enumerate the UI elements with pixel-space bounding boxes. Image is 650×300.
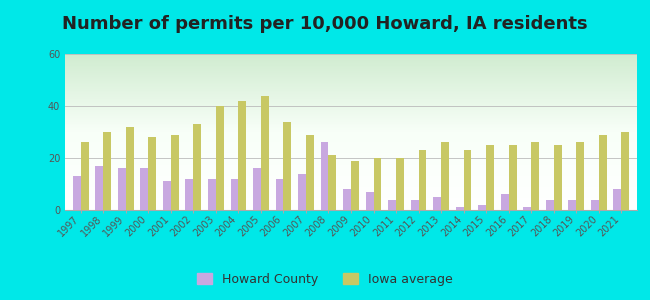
Bar xyxy=(441,142,449,210)
Bar xyxy=(328,155,336,210)
Bar xyxy=(343,189,351,210)
Bar xyxy=(433,197,441,210)
Bar xyxy=(419,150,426,210)
Bar xyxy=(599,135,606,210)
Bar xyxy=(261,96,269,210)
Bar xyxy=(239,101,246,210)
Bar xyxy=(591,200,599,210)
Legend: Howard County, Iowa average: Howard County, Iowa average xyxy=(192,268,458,291)
Bar xyxy=(478,205,486,210)
Bar xyxy=(163,182,171,210)
Bar xyxy=(523,207,531,210)
Bar xyxy=(500,194,509,210)
Bar xyxy=(388,200,396,210)
Bar xyxy=(351,160,359,210)
Bar xyxy=(463,150,471,210)
Bar xyxy=(231,179,239,210)
Bar xyxy=(614,189,621,210)
Bar xyxy=(140,168,148,210)
Bar xyxy=(171,135,179,210)
Bar xyxy=(411,200,419,210)
Text: Number of permits per 10,000 Howard, IA residents: Number of permits per 10,000 Howard, IA … xyxy=(62,15,588,33)
Bar xyxy=(216,106,224,210)
Bar xyxy=(208,179,216,210)
Bar xyxy=(298,174,306,210)
Bar xyxy=(531,142,539,210)
Bar xyxy=(73,176,81,210)
Bar xyxy=(185,179,193,210)
Bar xyxy=(374,158,382,210)
Bar xyxy=(148,137,156,210)
Bar xyxy=(486,145,494,210)
Bar xyxy=(576,142,584,210)
Bar xyxy=(396,158,404,210)
Bar xyxy=(276,179,283,210)
Bar xyxy=(253,168,261,210)
Bar xyxy=(546,200,554,210)
Bar xyxy=(554,145,562,210)
Bar xyxy=(96,166,103,210)
Bar xyxy=(568,200,576,210)
Bar xyxy=(509,145,517,210)
Bar xyxy=(366,192,374,210)
Bar xyxy=(126,127,134,210)
Bar xyxy=(118,168,126,210)
Bar xyxy=(103,132,111,210)
Bar xyxy=(283,122,291,210)
Bar xyxy=(320,142,328,210)
Bar xyxy=(193,124,202,210)
Bar xyxy=(456,207,463,210)
Bar xyxy=(306,135,314,210)
Bar xyxy=(621,132,629,210)
Bar xyxy=(81,142,88,210)
